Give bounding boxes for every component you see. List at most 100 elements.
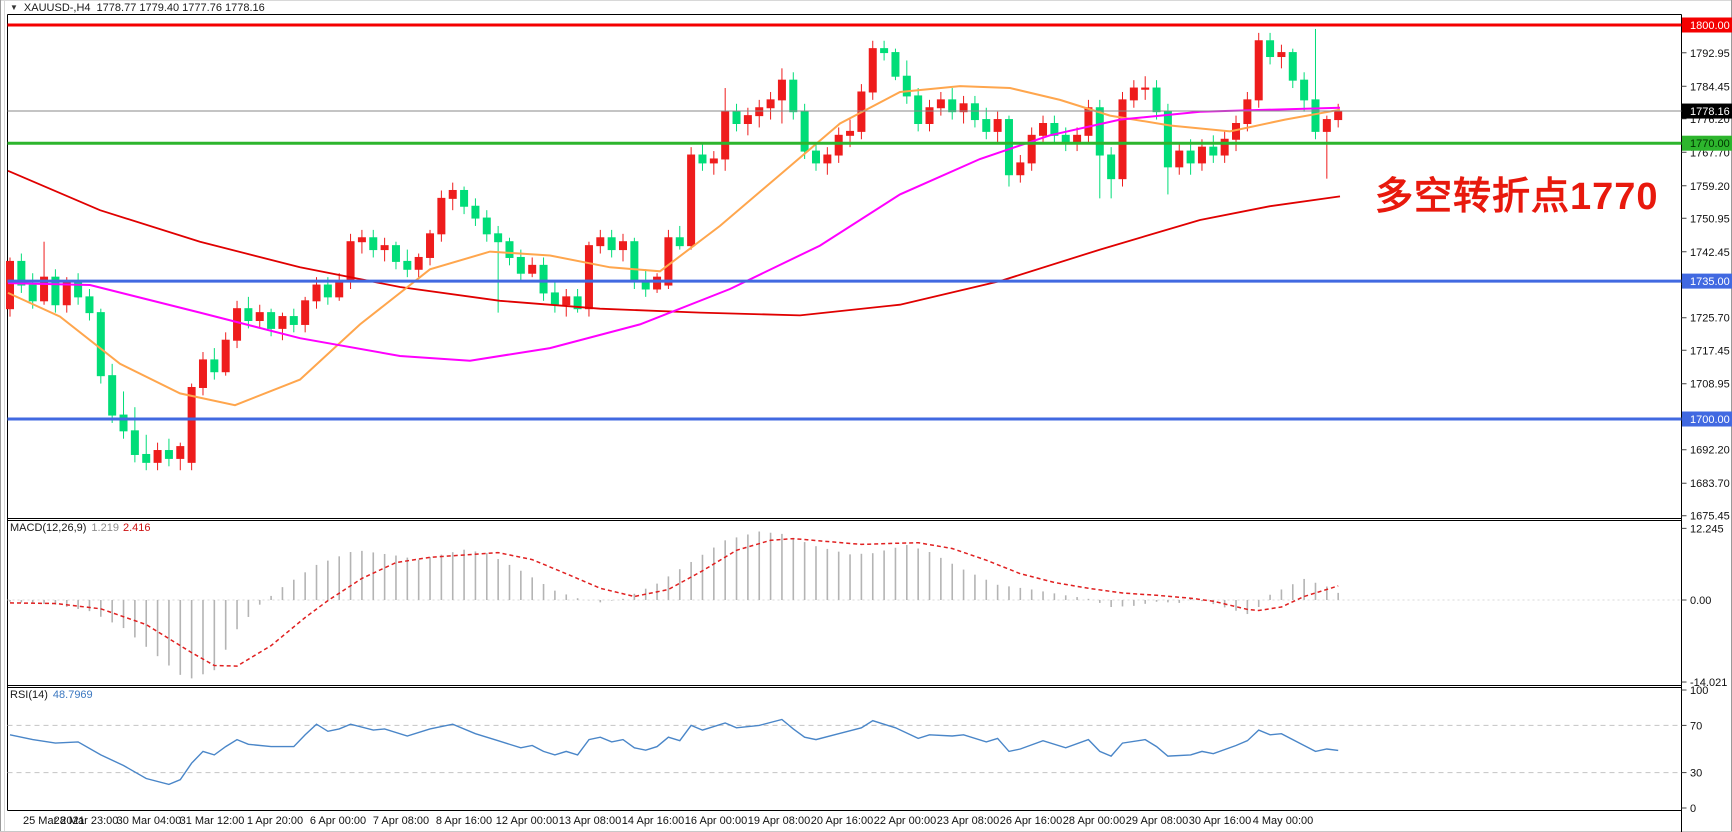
candle-body-bear	[210, 359, 219, 373]
candle-body-bull	[993, 119, 1002, 132]
price-axis-tick-label: 1692.20	[1690, 445, 1730, 457]
candle-body-bull	[743, 115, 752, 125]
candle-body-bull	[959, 103, 968, 113]
candle-body-bear	[573, 296, 582, 310]
time-axis-label: 4 May 00:00	[1253, 815, 1314, 827]
candle-body-bull	[687, 154, 696, 247]
candle-body-bull	[1084, 107, 1093, 136]
candle-body-bull	[721, 111, 730, 160]
candle-body-bear	[74, 280, 83, 298]
candle-body-bear	[1266, 40, 1275, 58]
time-axis-label: 13 Apr 08:00	[559, 815, 621, 827]
macd-indicator-label: MACD(12,26,9) 1.219 2.416	[10, 522, 150, 534]
price-tag-1778.16	[1682, 103, 1732, 119]
candle-body-bear	[460, 189, 469, 207]
candle-body-bull	[823, 154, 832, 164]
candle-body-bear	[970, 103, 979, 121]
candle-body-bull	[40, 276, 49, 302]
price-axis-tick-label: 1717.45	[1690, 345, 1730, 357]
candle-body-bull	[1322, 119, 1331, 132]
candle-body-bear	[403, 260, 412, 270]
symbol-timeframe-label: XAUUSD-,H4	[23, 1, 91, 14]
candle-body-bear	[289, 316, 298, 325]
candle-body-bear	[1288, 52, 1297, 81]
candle-body-bull	[255, 312, 264, 322]
chart-annotation-text: 多空转折点1770	[1375, 176, 1659, 218]
candle-body-bear	[914, 95, 923, 125]
candle-body-bull	[176, 446, 185, 459]
candle-body-bear	[1107, 154, 1116, 180]
time-axis-label: 14 Apr 16:00	[622, 815, 684, 827]
rsi-axis-tick-label: 30	[1690, 768, 1702, 780]
time-axis-label: 28 Mar 23:00	[54, 815, 119, 827]
price-tag-1800.00	[1682, 17, 1732, 33]
candle-body-bull	[346, 241, 355, 282]
candle-body-bull	[653, 276, 662, 290]
candle-body-bull	[936, 99, 945, 109]
candle-body-bear	[800, 111, 809, 152]
candle-body-bull	[1243, 99, 1252, 125]
candle-body-bear	[1300, 79, 1309, 101]
candle-body-bull	[1129, 87, 1138, 101]
candle-body-bear	[1311, 99, 1320, 132]
time-axis-label: 8 Apr 16:00	[436, 815, 492, 827]
candle-body-bull	[6, 260, 14, 310]
candle-body-bull	[709, 158, 718, 164]
candle-body-bull	[846, 130, 855, 136]
ma-line-magenta	[7, 106, 1341, 362]
candle-body-bear	[505, 241, 514, 258]
rsi-axis-tick-label: 70	[1690, 720, 1702, 732]
candle-body-bear	[732, 111, 741, 125]
price-axis-tick-label: 1784.45	[1690, 81, 1730, 93]
rsi-line	[9, 718, 1339, 786]
candle-body-bear	[391, 245, 400, 262]
candle-body-bear	[516, 256, 525, 274]
candle-body-bear	[85, 296, 94, 314]
price-axis-tick-label: 1683.70	[1690, 478, 1730, 490]
candle-body-bull	[1027, 134, 1036, 164]
candle-body-bear	[369, 237, 378, 251]
candle-body-bear	[811, 150, 820, 164]
candle-body-bear	[164, 450, 173, 459]
time-axis-label: 29 Apr 08:00	[1126, 815, 1188, 827]
candle-body-bull	[868, 48, 877, 93]
time-axis-label: 22 Apr 00:00	[874, 815, 936, 827]
macd-name: MACD(12,26,9)	[10, 522, 87, 534]
price-axis-tick-label: 1759.20	[1690, 181, 1730, 193]
collapse-chart-icon[interactable]: ▼	[10, 3, 18, 12]
candle-body-bear	[880, 48, 889, 54]
price-axis-tick-label: 1675.45	[1690, 511, 1730, 523]
candle-body-bull	[380, 245, 389, 251]
time-axis-label: 7 Apr 08:00	[373, 815, 429, 827]
candle-body-bear	[130, 430, 139, 455]
candle-body-bull	[335, 280, 344, 298]
candle-body-bear	[323, 284, 332, 298]
candle-body-bull	[584, 245, 593, 310]
ma-line-orange	[7, 85, 1341, 407]
candle-body-bull	[777, 79, 786, 101]
window-top-edge	[0, 0, 1732, 1]
time-axis-label: 20 Apr 16:00	[811, 815, 873, 827]
candle-body-bull	[278, 316, 287, 329]
candle-body-bear	[675, 237, 684, 247]
candle-body-bear	[1095, 107, 1104, 156]
price-tag-label: 1800.00	[1690, 20, 1730, 32]
time-axis-label: 23 Apr 08:00	[937, 815, 999, 827]
time-axis-label: 26 Apr 16:00	[1000, 815, 1062, 827]
candle-body-bull	[619, 241, 628, 251]
candle-body-bull	[312, 284, 321, 302]
candle-body-bull	[357, 237, 366, 243]
candle-body-bull	[1197, 146, 1206, 164]
candle-body-bull	[1141, 87, 1150, 90]
price-tag-label: 1735.00	[1690, 276, 1730, 288]
candle-body-bull	[414, 256, 423, 270]
candle-body-bull	[766, 99, 775, 109]
price-axis-tick-label: 1792.95	[1690, 48, 1730, 60]
candle-body-bull	[1175, 150, 1184, 168]
candle-body-bear	[607, 237, 616, 251]
candle-body-bear	[789, 79, 798, 113]
price-tag-label: 1778.16	[1690, 106, 1730, 118]
candle-body-bear	[482, 217, 491, 235]
